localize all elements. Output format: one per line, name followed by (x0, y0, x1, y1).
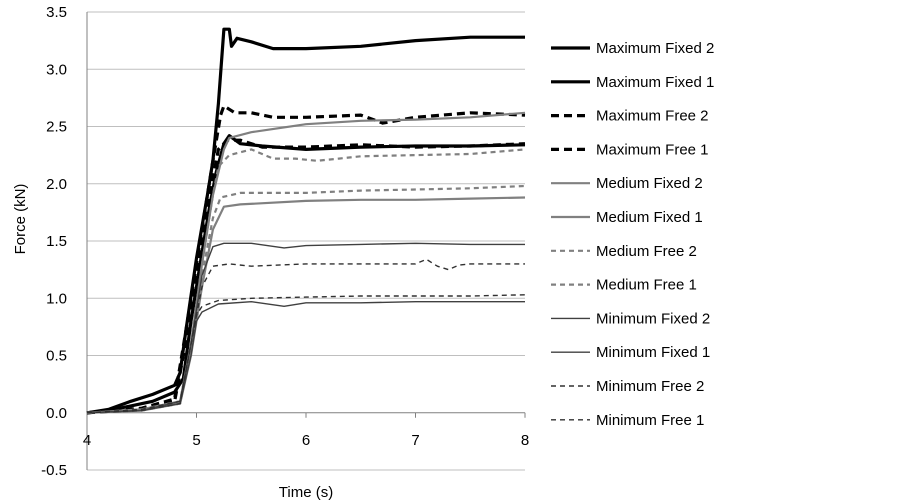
y-tick-label: 1.5 (46, 233, 67, 250)
legend-label: Medium Free 1 (596, 277, 697, 294)
legend-label: Maximum Free 1 (596, 141, 709, 158)
series-line-minimum-fixed-1 (86, 301, 525, 414)
tick-labels: 3.5 3.0 2.5 2.0 1.5 1.0 0.5 0.0 -0.5 4 5 6 7 8 (41, 4, 529, 479)
series-line-maximum-free-1 (86, 138, 526, 415)
y-tick-label: 2.0 (46, 176, 67, 193)
legend-label: Medium Fixed 2 (596, 175, 703, 192)
legend-label: Minimum Fixed 1 (596, 344, 710, 361)
x-tick-label: 7 (411, 432, 419, 449)
series-line-minimum-free-2 (86, 258, 525, 414)
legend-label: Medium Free 2 (596, 243, 697, 260)
x-axis-title: Time (s) (279, 484, 333, 501)
legend-label: Maximum Fixed 1 (596, 74, 714, 91)
legend: Maximum Fixed 2 Maximum Fixed 1 Maximum Fr… (551, 40, 714, 429)
legend-label: Medium Fixed 1 (596, 209, 703, 226)
x-tick-label: 5 (192, 432, 200, 449)
y-tick-label: 3.0 (46, 61, 67, 78)
legend-label: Minimum Free 1 (596, 412, 704, 429)
y-tick-label: -0.5 (41, 462, 67, 479)
x-tick-label: 4 (83, 432, 91, 449)
gridlines (87, 11, 525, 471)
series-line-medium-free-2 (86, 148, 526, 414)
series-line-minimum-free-1 (86, 294, 526, 414)
axes (86, 12, 526, 470)
legend-label: Minimum Free 2 (596, 378, 704, 395)
y-tick-label: 0.5 (46, 348, 67, 365)
y-tick-label: 3.5 (46, 4, 67, 21)
y-tick-label: 0.0 (46, 405, 67, 422)
y-tick-label: 2.5 (46, 119, 67, 136)
series-line-medium-fixed-1 (86, 196, 526, 414)
series-line-maximum-free-2 (86, 104, 526, 415)
legend-label: Maximum Fixed 2 (596, 40, 714, 57)
x-tick-label: 8 (521, 432, 529, 449)
legend-label: Maximum Free 2 (596, 108, 709, 125)
y-tick-label: 1.0 (46, 290, 67, 307)
y-axis-title: Force (kN) (12, 184, 29, 255)
series-line-medium-free-1 (86, 184, 526, 414)
series-line-minimum-fixed-2 (86, 242, 525, 414)
legend-label: Minimum Fixed 2 (596, 310, 710, 327)
series-line-medium-fixed-2 (86, 111, 526, 414)
series-lines (86, 27, 526, 415)
x-tick-label: 6 (302, 432, 310, 449)
series-line-maximum-fixed-2 (86, 27, 525, 415)
series-line-maximum-fixed-1 (86, 134, 526, 415)
